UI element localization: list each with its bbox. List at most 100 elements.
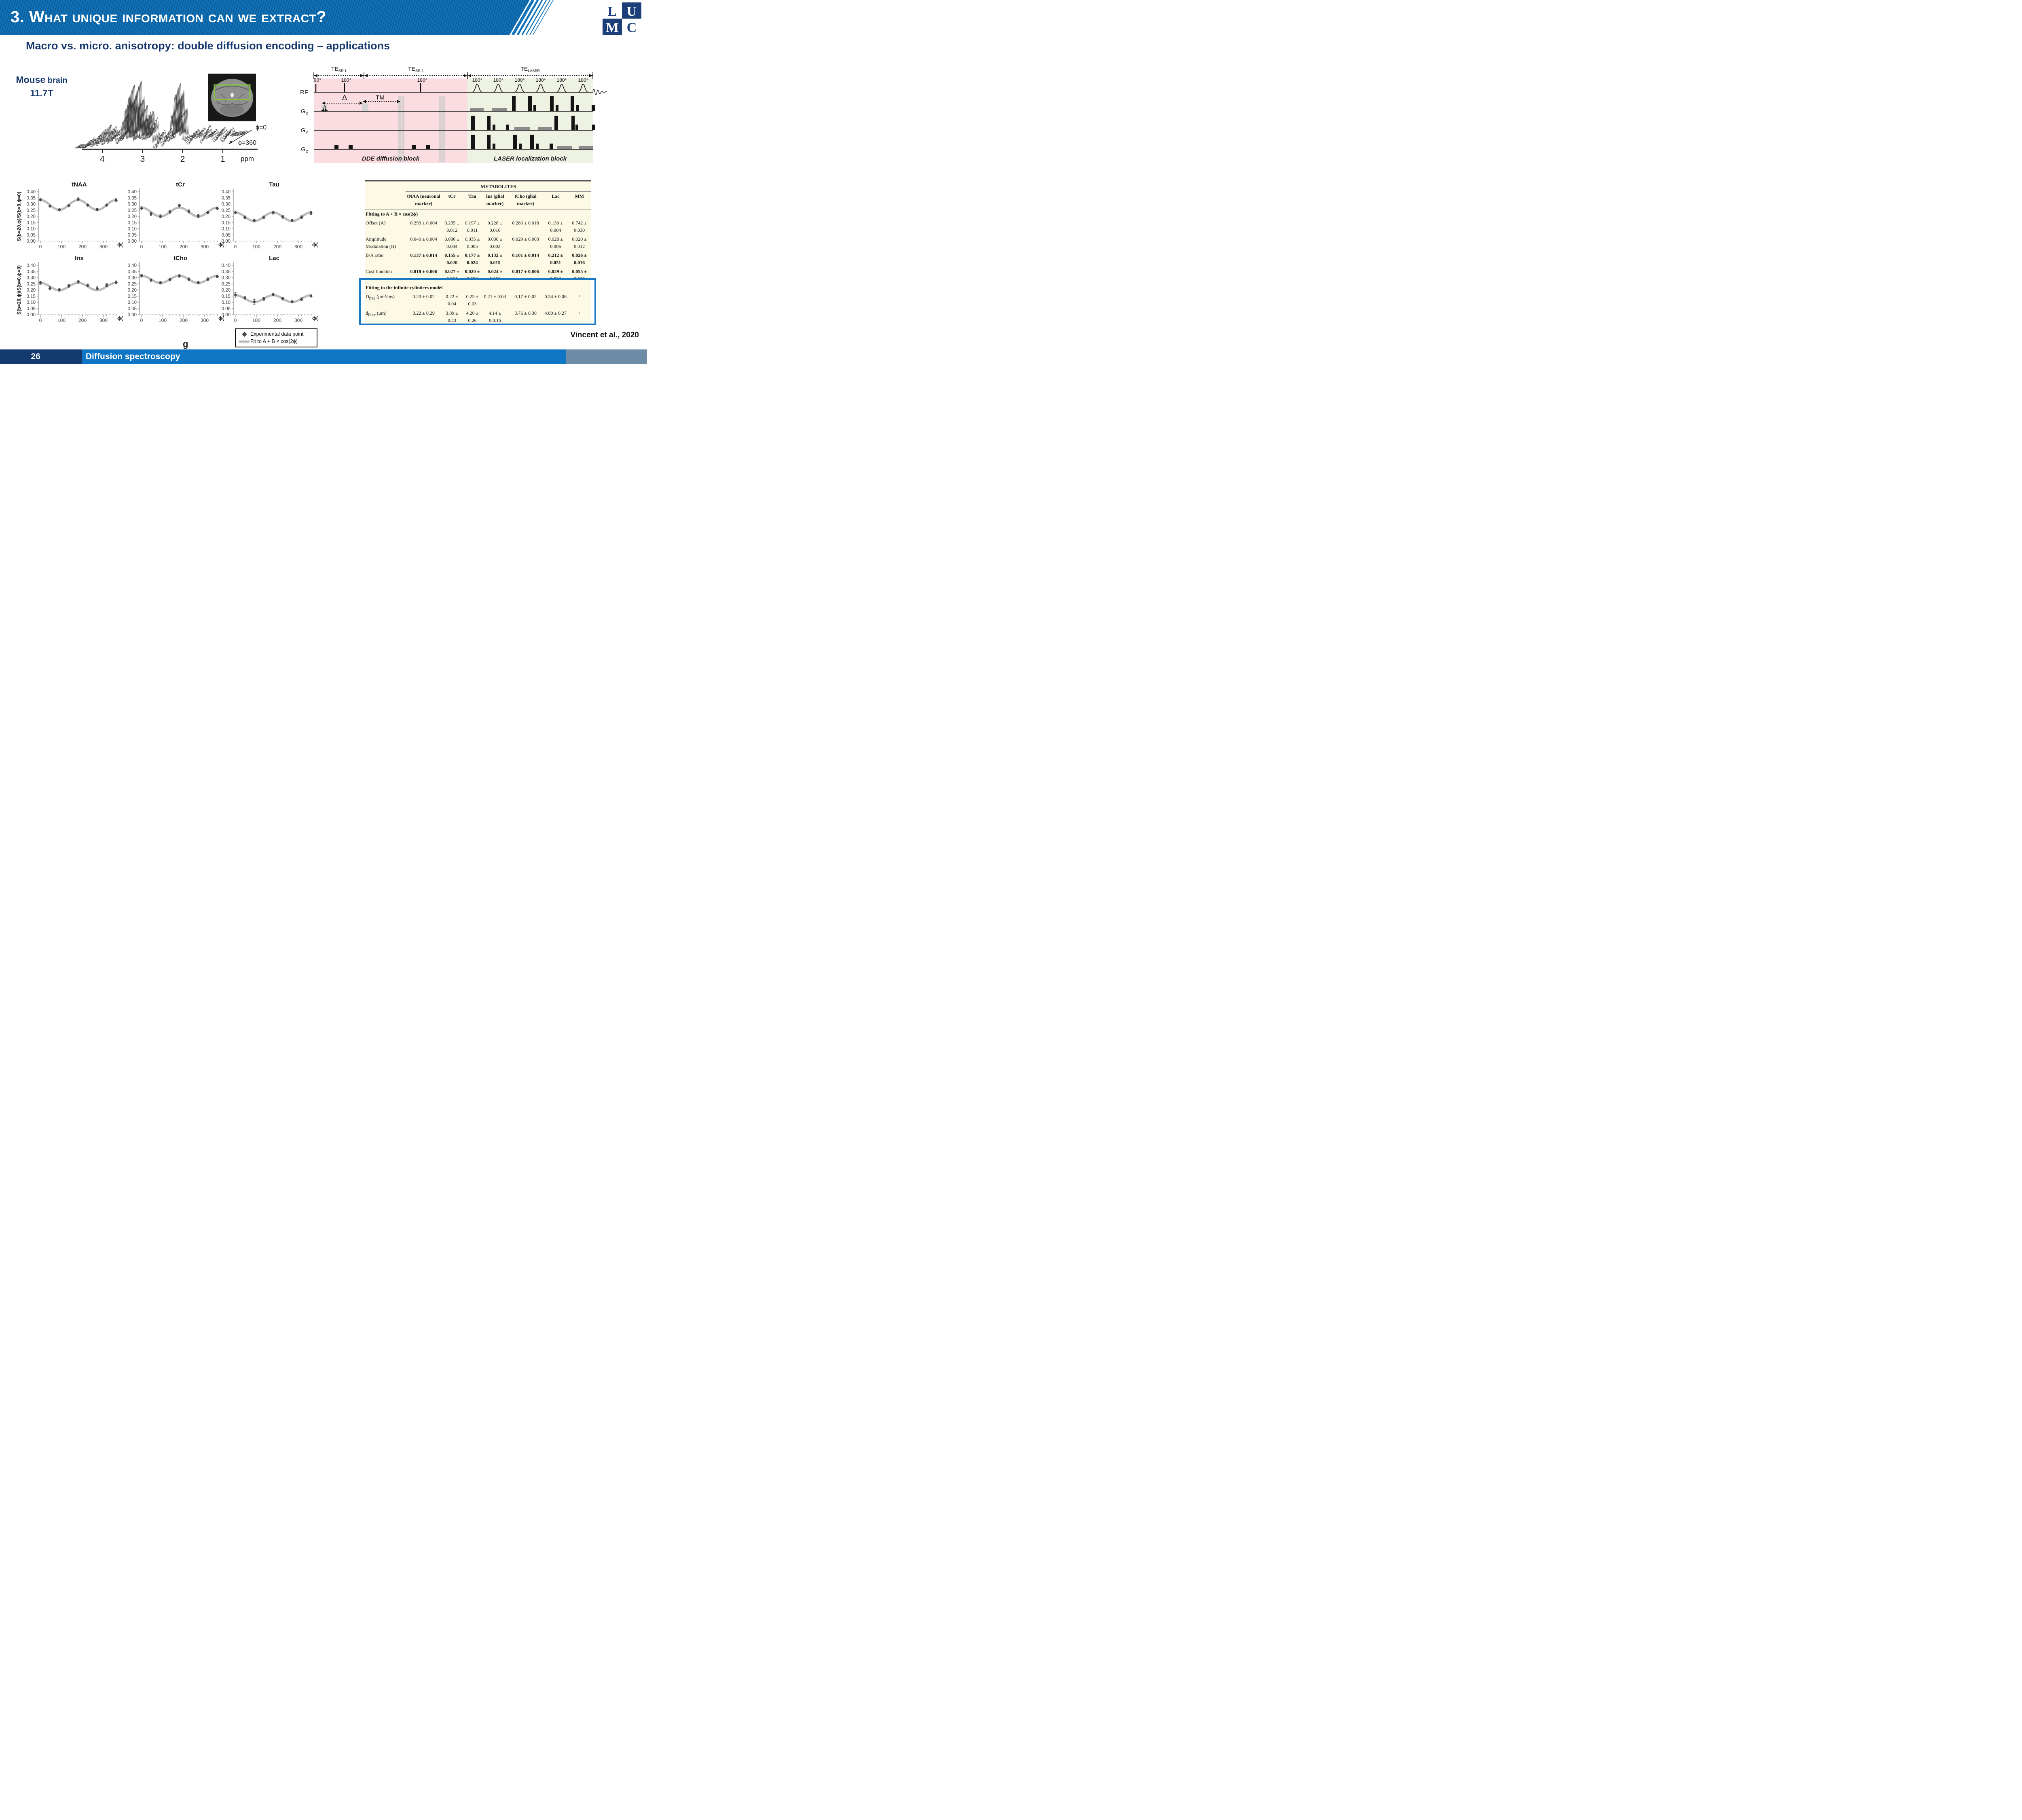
value-cell: 0.101 ± 0.014 xyxy=(512,252,539,258)
y-tick-label: 0.35 xyxy=(128,196,137,201)
gradient-bar xyxy=(530,135,534,149)
data-point xyxy=(178,274,181,278)
gradient-bar xyxy=(493,144,495,149)
y-tick-label: 0.15 xyxy=(128,220,137,225)
ppm-tick-label: 2 xyxy=(180,154,185,164)
table-row: Amplitude Modulation (B) 0.040 ± 0.004 0.0… xyxy=(365,235,591,251)
data-point xyxy=(105,283,108,287)
value-cell: / xyxy=(578,310,580,316)
gradient-bar xyxy=(579,146,593,149)
flip-angle-label: 180° xyxy=(578,77,588,83)
y-tick-label: 0.25 xyxy=(222,208,231,213)
header-decoration: L U M C xyxy=(510,0,647,35)
row-label-GZ: GZ xyxy=(301,146,308,154)
y-tick-label: 0.20 xyxy=(27,288,36,293)
y-tick-label: 0.00 xyxy=(222,239,231,244)
x-tick-label: 200 xyxy=(78,244,87,250)
gradient-bar xyxy=(538,127,552,130)
data-point xyxy=(262,215,266,219)
column-header: Lac xyxy=(544,191,568,210)
data-point xyxy=(271,292,275,296)
x-axis-label: ϕ(°) xyxy=(312,315,318,321)
logo-letter-C: C xyxy=(627,20,637,35)
data-point xyxy=(290,300,294,304)
phi-start-label: ϕ=0 xyxy=(256,124,266,131)
ppm-tick-label: 4 xyxy=(100,154,105,164)
te-arrowhead xyxy=(364,74,368,77)
row-label: Offset (A) xyxy=(366,220,386,226)
te-arrowhead xyxy=(360,74,364,77)
data-point xyxy=(300,215,303,219)
x-tick-label: 200 xyxy=(273,317,281,323)
data-point xyxy=(168,277,172,281)
phi-end-label: ϕ=360 xyxy=(238,140,256,146)
ppm-axis-label: ppm xyxy=(241,155,254,163)
value-cell: 0.286 ± 0.018 xyxy=(512,220,539,226)
sample-label: Mouse brain 11.7T xyxy=(7,74,76,99)
gradient-bar xyxy=(492,108,507,111)
data-point xyxy=(48,204,52,208)
gradient-bar xyxy=(334,145,338,149)
y-tick-label: 0.10 xyxy=(128,227,137,232)
flip-angle-label: 180° xyxy=(472,77,482,83)
plot-Lac: Lac 0.00 0.05 0.10 0.15 0.20 0.25 0.30 0.35 0.40 0… xyxy=(210,254,322,327)
data-point xyxy=(95,286,99,290)
row-label-RF: RF xyxy=(300,89,308,96)
y-tick-label: 0.10 xyxy=(27,227,36,232)
y-tick-label: 0.40 xyxy=(222,263,231,268)
fid-signal xyxy=(592,89,607,95)
te-label: TESE-1 xyxy=(331,66,347,73)
y-tick-label: 0.10 xyxy=(27,301,36,305)
value-cell: 0.25 ± 0.03 xyxy=(466,294,479,307)
legend-row-points: Experimental data point xyxy=(238,330,314,338)
value-cell: 0.235 ± 0.012 xyxy=(444,220,459,233)
data-point xyxy=(86,203,89,207)
rf-bell-pulse xyxy=(556,84,567,93)
row-label: Amplitude Modulation (B) xyxy=(366,236,396,249)
table-row: tNAA (neuronal marker) tCr Tau Ins (glial m… xyxy=(365,191,591,210)
value-cell: 0.22 ± 0.04 xyxy=(446,294,458,307)
spectra-traces xyxy=(74,80,249,148)
pulse-sequence-diagram: TESE-1 TESE-2 TELASER RF GX GY GZ 90° 180° 180° 18… xyxy=(299,65,613,169)
data-point xyxy=(67,284,71,288)
page-number: 26 xyxy=(0,349,82,364)
plot-title: tNAA xyxy=(72,181,87,188)
data-point xyxy=(149,278,153,282)
citation: Vincent et al., 2020 xyxy=(570,331,639,339)
value-cell: 0.130 ± 0.004 xyxy=(548,220,563,233)
plot-legend: Experimental data point Fit to A + B × c… xyxy=(235,328,317,347)
gradient-bar xyxy=(550,96,554,111)
y-tick-label: 0.25 xyxy=(128,282,137,287)
small-delta-label: δ xyxy=(323,104,326,111)
row-label-subscript: free xyxy=(369,296,376,301)
y-tick-label: 0.20 xyxy=(222,214,231,219)
x-tick-label: 0 xyxy=(140,244,143,250)
data-point xyxy=(290,218,294,222)
y-tick-label: 0.20 xyxy=(128,214,137,219)
data-point xyxy=(76,197,80,201)
flip-angle-label: 180° xyxy=(515,77,525,83)
data-point xyxy=(206,211,209,215)
phi-arrowhead xyxy=(229,140,233,144)
x-tick-label: 0 xyxy=(39,244,42,250)
plot-svg-tNAA: tNAA 0.000.050.10 0.150.200.250.300.350.40… xyxy=(16,181,127,250)
phi-arrow xyxy=(228,130,252,144)
value-cell: 0.020 ± 0.012 xyxy=(572,236,587,249)
row-label-GX: GX xyxy=(301,108,309,116)
gradient-bar xyxy=(528,96,532,111)
logo-cell xyxy=(603,19,622,35)
flip-angle-label: 90° xyxy=(314,77,321,83)
data-point xyxy=(281,215,284,219)
column-header: MM xyxy=(567,191,591,210)
y-tick-label: 0.05 xyxy=(222,233,231,238)
logo-letter-U: U xyxy=(627,4,637,19)
y-tick-label: 0.35 xyxy=(222,196,231,201)
plot-title: tCr xyxy=(176,181,185,188)
value-cell: 3.89 ± 0.43 xyxy=(446,310,458,323)
gradient-bar xyxy=(554,116,558,130)
pulse-svg: TESE-1 TESE-2 TELASER RF GX GY GZ 90° 180° 180° 18… xyxy=(300,66,607,163)
gradient-bar xyxy=(592,125,595,130)
gradient-bar xyxy=(571,116,575,130)
data-point xyxy=(168,210,172,214)
x-tick-label: 100 xyxy=(252,244,260,250)
